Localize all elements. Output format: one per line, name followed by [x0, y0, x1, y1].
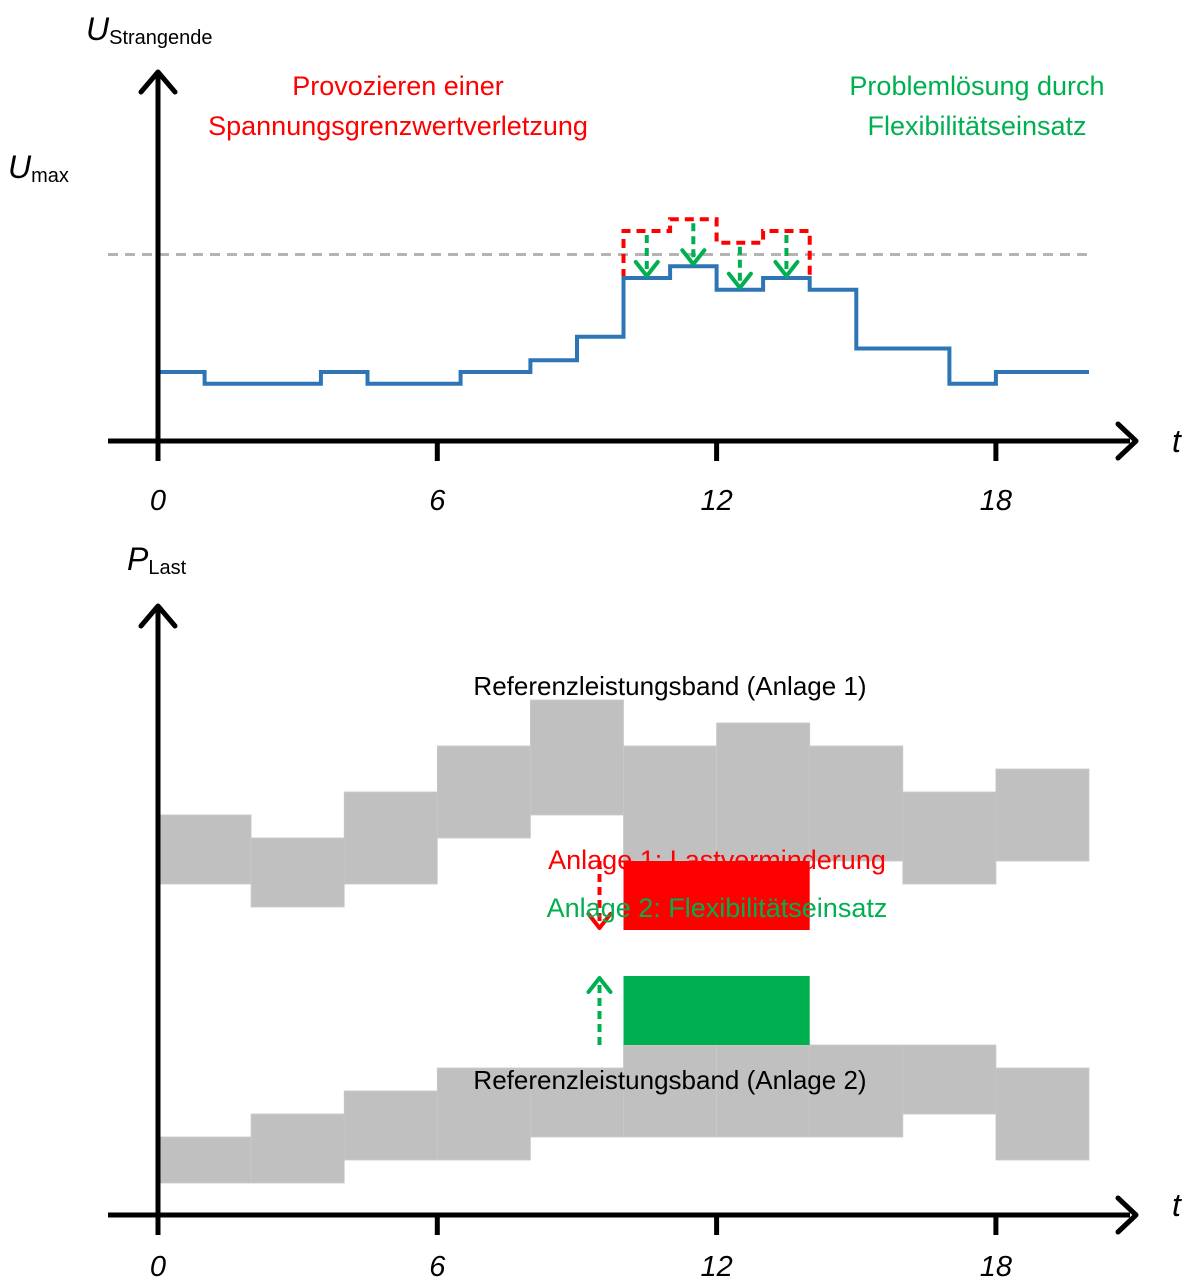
- band-2-block-1: [157, 1136, 252, 1184]
- load-x-ticks: 0 6 12 18: [150, 1215, 1012, 1281]
- load-y-axis-label: PLast: [127, 541, 187, 579]
- adjustment-2-block: [623, 976, 810, 1045]
- provoked-violation-series: [621, 217, 812, 278]
- flex-arrowhead-2: [680, 248, 707, 267]
- band-1-block-5: [530, 699, 624, 816]
- band-2-block-3: [343, 1090, 438, 1161]
- solution-annotation-line-1: Problemlösung durch: [849, 71, 1104, 101]
- band-1-block-7: [716, 722, 811, 862]
- band-2-block-10: [995, 1067, 1090, 1161]
- band-1-label: Referenzleistungsband (Anlage 1): [473, 671, 866, 701]
- voltage-tick-label-12: 12: [700, 485, 732, 517]
- flex-arrowhead-1: [633, 260, 660, 278]
- voltage-y-axis-arrowhead: [138, 69, 178, 95]
- voltage-tick-label-18: 18: [980, 485, 1012, 517]
- band-1-block-3: [343, 791, 438, 885]
- threshold-label: Umax: [8, 149, 69, 187]
- band-1-block-8: [809, 745, 904, 862]
- voltage-x-axis-label: t: [1172, 423, 1182, 459]
- band-1-block-6: [623, 745, 717, 862]
- band-1-block-2: [250, 837, 345, 908]
- voltage-series: [158, 264, 1089, 386]
- voltage-tick-label-0: 0: [150, 485, 166, 517]
- adjustment-2-label: Anlage 2: Flexibilitätseinsatz: [547, 893, 888, 923]
- voltage-y-axis-label: UStrangende: [86, 11, 213, 49]
- load-x-axis-label: t: [1172, 1187, 1182, 1223]
- voltage-x-axis-arrowhead: [1115, 421, 1139, 461]
- load-data-layer: [157, 699, 1090, 1184]
- band-1-block-10: [995, 768, 1090, 862]
- load-chart: 0 6 12 18 PLast t Referenzleistungsband (An…: [108, 541, 1182, 1281]
- solution-annotation-line-2: Flexibilitätseinsatz: [867, 111, 1086, 141]
- band-2-label: Referenzleistungsband (Anlage 2): [473, 1065, 866, 1095]
- adjustment-1-block: [623, 861, 810, 930]
- adjustment-1-label: Anlage 1: Lastverminderung: [548, 845, 886, 875]
- load-x-axis-arrowhead: [1115, 1195, 1139, 1235]
- load-tick-label-0: 0: [150, 1251, 166, 1281]
- load-y-axis-arrowhead: [138, 603, 178, 629]
- voltage-tick-label-6: 6: [429, 485, 446, 517]
- band-1-block-9: [902, 791, 997, 885]
- provoke-annotation-line-1: Provozieren einer: [292, 71, 504, 101]
- voltage-x-ticks: 0 6 12 18: [150, 441, 1012, 517]
- voltage-chart: 0 6 12 18 UStrangende t Umax Provozieren ei…: [8, 11, 1182, 517]
- band-2-block-7: [716, 1044, 811, 1138]
- load-tick-label-6: 6: [429, 1251, 446, 1281]
- load-tick-label-12: 12: [700, 1251, 732, 1281]
- band-2-block-8: [809, 1044, 904, 1138]
- load-tick-label-18: 18: [980, 1251, 1012, 1281]
- adjustment-1-arrowhead: [586, 912, 613, 930]
- provoke-annotation-line-2: Spannungsgrenzwertverletzung: [208, 111, 588, 141]
- band-2-block-9: [902, 1044, 997, 1115]
- flex-arrowhead-3: [726, 271, 753, 290]
- flex-arrowhead-4: [773, 260, 800, 278]
- band-1-block-1: [157, 814, 252, 885]
- voltage-data-layer: [108, 217, 1089, 386]
- band-1-block-4: [436, 745, 531, 839]
- band-2-block-2: [250, 1113, 345, 1184]
- band-2-block-4: [436, 1067, 531, 1161]
- adjustment-2-arrowhead: [586, 976, 613, 994]
